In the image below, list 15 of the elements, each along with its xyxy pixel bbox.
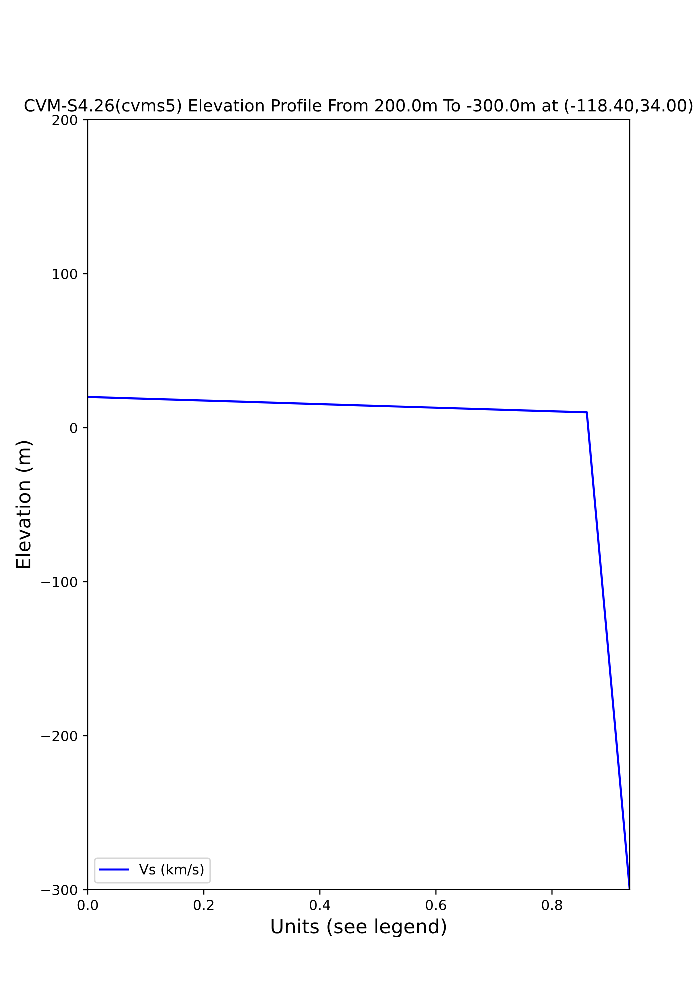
y-tick-label: −100 [42, 576, 78, 588]
chart-title: CVM-S4.26(cvms5) Elevation Profile From 200.0m To -300.0m at (-118.40,34.00) [24, 99, 693, 114]
y-tick-label: 0 [70, 422, 78, 434]
x-tick-label: 0.2 [194, 900, 214, 910]
x-tick-label: 0.4 [310, 900, 330, 910]
x-tick-label: 0.0 [78, 900, 98, 910]
x-axis-title: Units (see legend) [272, 918, 446, 938]
y-tick-label: −300 [42, 884, 78, 896]
y-axis-title: Elevation (m) [16, 441, 34, 568]
x-tick-label: 0.6 [426, 900, 446, 910]
y-tick-label: 200 [52, 114, 78, 126]
y-tick-label: 100 [53, 268, 78, 280]
legend-label: Vs (km/s) [139, 864, 204, 876]
x-tick-label: 0.8 [542, 900, 562, 910]
y-tick-label: −200 [42, 730, 78, 742]
